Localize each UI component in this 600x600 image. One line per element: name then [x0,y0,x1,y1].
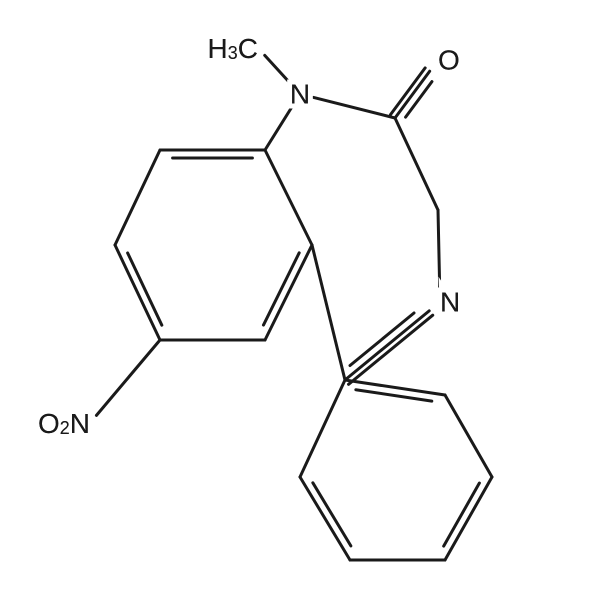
chemical-structure: NNH3CH3COONNO2NO2N [0,0,600,600]
svg-text:O: O [438,45,460,76]
svg-text:H3C: H3C [208,33,258,64]
svg-text:O2N: O2N [38,408,90,439]
svg-text:N: N [440,287,460,318]
svg-text:N: N [290,79,310,110]
